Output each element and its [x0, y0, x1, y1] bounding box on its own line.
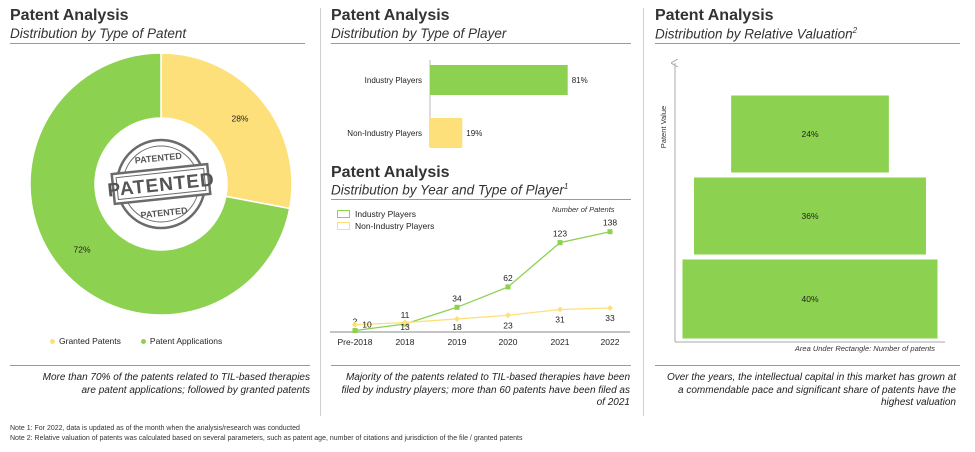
divider-left	[320, 8, 321, 416]
bar-value-label-0: 81%	[572, 76, 588, 85]
right-title: Patent Analysis	[655, 7, 774, 24]
middle-top-subtitle: Distribution by Type of Player	[331, 26, 507, 41]
donut-chart: 28% 72% PATENTED PATENTED PATENTED	[29, 52, 293, 316]
bar-0	[430, 65, 568, 95]
legend-swatch-granted	[50, 338, 55, 344]
year-line-chart: Pre-2018 2018 2019 2020 2021 2022 2 11 34 62 123 13…	[330, 218, 630, 347]
line-value-label-1-4: 31	[555, 314, 565, 324]
line-tick-label-5: 2022	[601, 337, 620, 347]
note-1: Note 1: For 2022, data is updated as of …	[10, 425, 300, 432]
line-value-label-0-2: 34	[452, 293, 462, 303]
line-point-1-5	[607, 305, 613, 312]
line-value-label-1-3: 23	[503, 320, 513, 330]
middle-bottom-title: Patent Analysis	[331, 164, 450, 181]
line-tick-label-4: 2021	[551, 337, 570, 347]
line-point-1-2	[454, 315, 460, 322]
middle-top-title: Patent Analysis	[331, 7, 450, 24]
middle-bottom-subtitle: Distribution by Year and Type of Player1	[331, 182, 568, 198]
donut-slice-1	[29, 52, 291, 316]
line-series-0	[354, 231, 611, 332]
legend-item-applications: Patent Applications	[140, 336, 223, 346]
line-tick-label-0: Pre-2018	[338, 337, 373, 347]
middle-caption-rule	[331, 365, 631, 366]
patented-stamp-icon: PATENTED PATENTED PATENTED	[107, 138, 216, 230]
line-value-label-1-0: 10	[362, 320, 372, 330]
line-tick-label-2: 2019	[448, 337, 467, 347]
bar-1	[430, 118, 463, 148]
line-point-1-0	[352, 321, 358, 328]
valuation-chart: Patent Value Area Under Rectangle: Numbe…	[659, 55, 945, 353]
line-tick-label-3: 2020	[499, 337, 518, 347]
left-title: Patent Analysis	[10, 7, 129, 24]
line-point-0-3	[505, 284, 511, 290]
line-point-1-3	[505, 312, 511, 319]
right-caption: Over the years, the intellectual capital…	[666, 372, 956, 408]
line-point-1-1	[402, 319, 408, 326]
valuation-xlabel: Area Under Rectangle: Number of patents	[794, 344, 935, 353]
right-caption-rule	[655, 365, 960, 366]
note-2: Note 2: Relative valuation of patents wa…	[10, 435, 523, 442]
line-y-annotation: Number of Patents	[552, 205, 615, 214]
donut-slice-0	[160, 52, 293, 210]
line-value-label-1-2: 18	[452, 322, 462, 332]
valuation-label-2: 40%	[801, 294, 818, 304]
line-tick-label-1: 2018	[396, 337, 415, 347]
right-title-rule	[655, 43, 960, 44]
donut-legend: Granted Patents Patent Applications	[50, 336, 222, 346]
donut-label-1: 72%	[74, 244, 91, 254]
middle-bottom-title-rule	[331, 199, 631, 200]
middle-bottom-subtitle-text: Distribution by Year and Type of Player	[331, 182, 564, 198]
right-subtitle: Distribution by Relative Valuation2	[655, 26, 857, 42]
player-bar-chart: Industry Players 81% Non-Industry Players 1…	[347, 60, 588, 148]
valuation-label-0: 24%	[801, 129, 818, 139]
legend-label-applications: Patent Applications	[149, 336, 223, 346]
divider-right	[643, 8, 644, 416]
legend-label-granted: Granted Patents	[59, 336, 121, 346]
line-legend-swatch-nonindustry	[337, 222, 350, 230]
left-subtitle: Distribution by Type of Patent	[10, 26, 187, 41]
line-point-0-5	[607, 229, 613, 235]
line-legend-label-industry: Industry Players	[355, 209, 416, 219]
valuation-label-1: 36%	[801, 211, 818, 221]
legend-swatch-applications	[140, 338, 146, 344]
valuation-rect-1	[693, 176, 927, 256]
line-series-1	[354, 307, 611, 326]
valuation-rect-0	[730, 94, 890, 174]
middle-bottom-subtitle-sup: 1	[563, 182, 569, 191]
bar-value-label-1: 19%	[466, 129, 482, 138]
line-value-label-1-5: 33	[605, 313, 615, 323]
middle-caption: Majority of the patents related to TIL-b…	[341, 372, 630, 408]
stamp-top-text: PATENTED	[134, 151, 182, 166]
line-legend-industry: Industry Players	[337, 209, 416, 219]
valuation-ylabel: Patent Value	[659, 106, 668, 148]
left-title-rule	[10, 43, 305, 44]
line-point-0-2	[454, 304, 460, 310]
line-value-label-0-1: 11	[401, 310, 410, 320]
bar-category-label-0: Industry Players	[365, 76, 422, 85]
line-legend-label-nonindustry: Non-Industry Players	[355, 221, 435, 231]
right-subtitle-text: Distribution by Relative Valuation	[655, 26, 853, 42]
middle-top-title-rule	[331, 43, 631, 44]
stamp-bottom-text: PATENTED	[140, 205, 188, 220]
bar-category-label-1: Non-Industry Players	[347, 129, 422, 138]
line-point-0-4	[557, 240, 563, 246]
line-legend-swatch-industry	[337, 210, 350, 218]
line-value-label-0-5: 138	[603, 218, 617, 228]
line-value-label-0-3: 62	[503, 273, 513, 283]
line-value-label-0-4: 123	[553, 229, 567, 239]
left-caption: More than 70% of the patents related to …	[42, 372, 310, 396]
left-caption-rule	[10, 365, 310, 366]
line-value-label-1-1: 13	[400, 322, 410, 332]
valuation-rect-2	[681, 258, 939, 340]
donut-label-0: 28%	[231, 114, 248, 124]
line-value-label-0-0: 2	[353, 317, 358, 327]
legend-item-granted: Granted Patents	[50, 336, 121, 346]
line-point-1-4	[557, 306, 563, 313]
line-point-0-0	[352, 328, 358, 334]
right-subtitle-sup: 2	[852, 26, 858, 35]
line-legend-nonindustry: Non-Industry Players	[337, 221, 434, 231]
